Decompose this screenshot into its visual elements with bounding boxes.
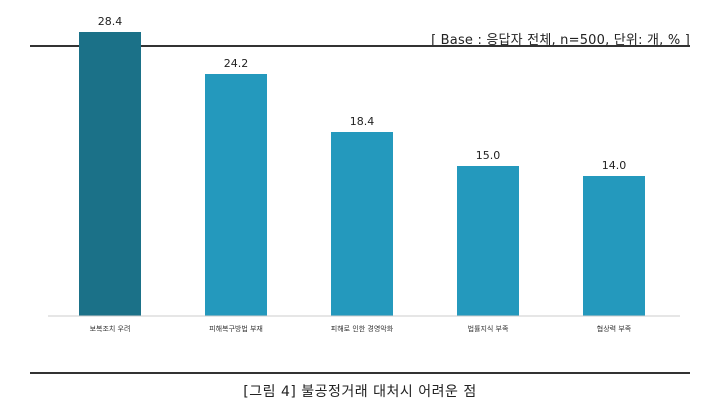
bottom-rule: [30, 372, 690, 374]
bar-2: [205, 74, 267, 316]
value-label-3: 18.4: [350, 115, 375, 128]
category-label-5: 협상력 부족: [597, 324, 632, 333]
category-label-2: 피해복구방법 부재: [209, 324, 263, 333]
category-labels: 보복조치 우려 피해복구방법 부재 피해로 인한 경영악화 법률지식 부족 협상력 부족: [90, 324, 632, 333]
category-label-4: 법률지식 부족: [468, 324, 509, 333]
base-note: [ Base : 응답자 전체, n=500, 단위: 개, % ]: [431, 33, 690, 48]
value-label-4: 15.0: [476, 149, 501, 162]
top-rule: [30, 45, 690, 47]
bar-4: [457, 166, 519, 316]
value-label-1: 28.4: [98, 15, 123, 28]
bars: [79, 32, 645, 316]
value-labels: 28.4 24.2 18.4 15.0 14.0: [98, 15, 627, 172]
bar-5: [583, 176, 645, 316]
category-label-1: 보복조치 우려: [90, 324, 131, 333]
bar-1: [79, 32, 141, 316]
value-label-2: 24.2: [224, 57, 249, 70]
figure-caption: [그림 4] 불공정거래 대처시 어려운 점: [243, 384, 477, 400]
bar-3: [331, 132, 393, 316]
value-label-5: 14.0: [602, 159, 627, 172]
category-label-3: 피해로 인한 경영악화: [331, 324, 394, 333]
